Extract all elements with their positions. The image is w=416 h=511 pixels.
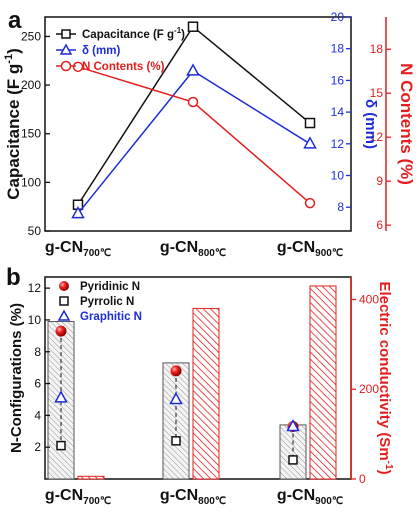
- svg-text:Graphitic N: Graphitic N: [80, 311, 142, 323]
- delta-point: [71, 206, 85, 219]
- n-configuration-bar: [279, 424, 307, 480]
- right-axis-tick-label: 400: [359, 292, 379, 306]
- graphitic-point: [286, 418, 300, 432]
- panel-a-n-contents-axis-title: N Contents (%): [397, 63, 416, 185]
- x-tick-label: g-CN800℃: [160, 487, 226, 507]
- left-axis-tick-label: 100: [21, 175, 41, 189]
- panel-a-delta-axis-ticks: 8 10 12 14 16 18 20: [331, 10, 351, 214]
- delta-point: [186, 63, 200, 76]
- panel-a-delta-axis-title: δ (mm): [362, 99, 379, 149]
- delta-point: [303, 136, 317, 149]
- legend-item-n-contents: N Contents (%): [56, 60, 165, 73]
- capacitance-point: [304, 117, 316, 129]
- panel-b: b 2 4 6 8 10 12 0 200 400 g-CN700℃ g-CN800℃ g-CN9…: [6, 264, 394, 507]
- panel-b-legend: Pyridinic N Pyrrolic N Graphitic N: [57, 281, 142, 323]
- right-axis-tick-label: 0: [359, 472, 366, 486]
- legend-triangle-marker: [57, 309, 71, 321]
- delta-axis-tick-label: 18: [331, 42, 345, 56]
- series-line: [77, 69, 311, 215]
- right-axis-tick-label: 200: [359, 382, 379, 396]
- graphitic-point: [54, 390, 68, 403]
- legend-circle-marker: [60, 60, 72, 72]
- n-contents-axis-tick-label: 9: [376, 174, 383, 188]
- panel-a-n-contents-axis-ticks: 6 9 12 15 18: [370, 42, 391, 232]
- panel-a-x-tick-labels: g-CN700℃ g-CN800℃ g-CN900℃: [45, 239, 343, 259]
- pyrrolic-point: [171, 436, 181, 446]
- svg-text:Pyrrolic N: Pyrrolic N: [80, 296, 134, 308]
- x-tick-label: g-CN700℃: [45, 487, 111, 507]
- legend-square-marker: [61, 29, 71, 39]
- legend-item-graphitic: Graphitic N: [57, 309, 142, 323]
- n-contents-axis-tick-label: 18: [370, 42, 384, 56]
- pyrrolic-point: [56, 440, 66, 451]
- left-axis-tick-label: 12: [28, 281, 42, 295]
- legend-item-capacitance: Capacitance (F g-1): [56, 26, 185, 41]
- legend-item-pyrrolic: Pyrrolic N: [59, 296, 134, 308]
- series-line: [77, 66, 311, 204]
- left-axis-tick-label: 200: [21, 78, 41, 92]
- panel-b-points: [54, 325, 300, 465]
- panel-a-series: [71, 21, 317, 219]
- n-contents-point: [187, 96, 199, 108]
- panel-a-legend: Capacitance (F g-1) δ (mm) N Contents (%…: [56, 26, 185, 73]
- left-axis-tick-label: 4: [34, 408, 41, 422]
- panel-a-left-axis-ticks: 50 100 150 200 250: [21, 29, 50, 238]
- delta-axis-tick-label: 8: [337, 200, 344, 214]
- pyrrolic-point: [288, 455, 298, 465]
- n-contents-point: [304, 197, 316, 209]
- delta-axis-tick-label: 12: [331, 137, 345, 151]
- panel-b-right-axis-ticks: 0 200 400: [351, 292, 379, 486]
- legend-item-pyridinic: Pyridinic N: [59, 281, 140, 293]
- left-axis-tick-label: 6: [34, 377, 41, 391]
- conductivity-bar: [192, 307, 220, 480]
- panel-b-left-axis-ticks: 2 4 6 8 10 12: [28, 281, 50, 454]
- left-axis-tick-label: 250: [21, 29, 41, 43]
- x-tick-label: g-CN800℃: [160, 239, 226, 259]
- panel-b-left-axis-title: N-Configurations (%): [8, 303, 25, 453]
- x-tick-label: g-CN700℃: [45, 239, 111, 259]
- x-tick-label: g-CN900℃: [277, 239, 343, 259]
- capacitance-point: [187, 21, 199, 32]
- delta-axis-tick-label: 20: [331, 10, 345, 24]
- panel-b-x-tick-labels: g-CN700℃ g-CN800℃ g-CN900℃: [45, 487, 343, 507]
- x-tick-label: g-CN900℃: [277, 487, 343, 507]
- conductivity-bar: [309, 285, 337, 480]
- legend-square-marker: [59, 296, 69, 306]
- conductivity-bar: [77, 475, 105, 480]
- left-axis-tick-label: 8: [34, 345, 41, 359]
- svg-text:Capacitance (F g-1): Capacitance (F g-1): [82, 26, 185, 41]
- panel-b-label: b: [6, 264, 21, 291]
- left-axis-tick-label: 50: [28, 224, 42, 238]
- legend-sphere-marker: [59, 281, 69, 291]
- left-axis-tick-label: 150: [21, 127, 41, 141]
- delta-axis-tick-label: 16: [331, 73, 345, 87]
- panel-a-left-axis-title: Capacitance (F g-1): [3, 48, 23, 200]
- panel-b-right-axis-title: Electric conductivity (Sm-1): [376, 281, 394, 474]
- panel-a-label: a: [8, 7, 22, 34]
- svg-text:δ (mm): δ (mm): [82, 45, 120, 57]
- legend-triangle-marker: [59, 43, 73, 55]
- left-axis-tick-label: 2: [34, 440, 41, 454]
- delta-axis-tick-label: 10: [331, 169, 345, 183]
- n-contents-point: [72, 61, 84, 73]
- pyridinic-point: [170, 365, 182, 377]
- left-axis-tick-label: 10: [28, 313, 42, 327]
- legend-item-delta: δ (mm): [56, 43, 120, 57]
- n-contents-axis-tick-label: 6: [376, 218, 383, 232]
- graphitic-point: [169, 391, 183, 405]
- n-contents-axis-tick-label: 15: [370, 86, 384, 100]
- n-contents-axis-tick-label: 12: [370, 130, 384, 144]
- svg-text:N Contents (%): N Contents (%): [82, 61, 165, 73]
- svg-text:Pyridinic N: Pyridinic N: [80, 281, 140, 293]
- pyridinic-point: [55, 325, 67, 337]
- delta-axis-tick-label: 14: [331, 105, 345, 119]
- panel-a-frame: [44, 16, 352, 232]
